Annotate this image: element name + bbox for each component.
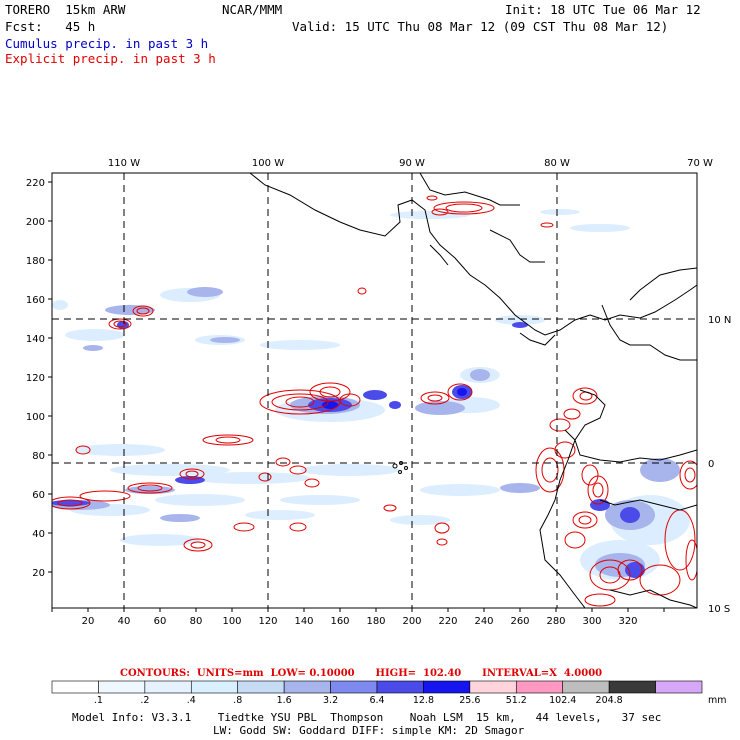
colorbar-swatch xyxy=(608,680,656,694)
colorbar-swatch xyxy=(237,680,285,694)
colorbar-label: .4 xyxy=(187,695,196,706)
contour-info: CONTOURS: UNITS=mm LOW= 0.10000 HIGH= 10… xyxy=(120,668,603,679)
x-tick-label: 80 xyxy=(190,616,203,627)
x-tick-label: 160 xyxy=(330,616,349,627)
colorbar-swatch xyxy=(98,680,146,694)
explicit-precip-contours xyxy=(52,195,697,607)
colorbar-swatch xyxy=(51,680,99,694)
x-tick-label: 300 xyxy=(582,616,601,627)
x-tick-label: 60 xyxy=(154,616,167,627)
colorbar-label: .2 xyxy=(140,695,149,706)
lon-label: 70 W xyxy=(687,158,713,169)
y-tick-label: 180 xyxy=(26,256,45,267)
model-info: Model Info: V3.3.1 Tiedtke YSU PBL Thomp… xyxy=(72,711,662,724)
colorbar-swatch xyxy=(283,680,331,694)
lat-label: 10 S xyxy=(708,604,730,615)
x-tick-label: 280 xyxy=(546,616,565,627)
forecast-hour: Fcst: 45 h xyxy=(5,19,96,34)
x-tick-label: 100 xyxy=(222,616,241,627)
org-label: NCAR/MMM xyxy=(222,2,283,17)
x-tick-label: 200 xyxy=(402,616,421,627)
init-time: Init: 18 UTC Tue 06 Mar 12 xyxy=(505,2,701,17)
y-tick-label: 60 xyxy=(32,490,45,501)
colorbar-label: 102.4 xyxy=(549,695,576,706)
colorbar-swatch xyxy=(376,680,424,694)
lon-label: 100 W xyxy=(252,158,284,169)
explicit-field-label: Explicit precip. in past 3 h xyxy=(5,51,216,66)
colorbar-label: .1 xyxy=(94,695,103,706)
lon-label: 80 W xyxy=(544,158,570,169)
lat-label: 0 xyxy=(708,459,714,470)
y-tick-label: 120 xyxy=(26,373,45,384)
x-tick-label: 140 xyxy=(294,616,313,627)
y-tick-label: 160 xyxy=(26,295,45,306)
x-tick-label: 260 xyxy=(510,616,529,627)
plot-frame xyxy=(51,172,698,609)
colorbar-label: 51.2 xyxy=(506,695,527,706)
latlon-grid xyxy=(52,173,697,608)
x-tick-label: 120 xyxy=(258,616,277,627)
x-tick-label: 320 xyxy=(618,616,637,627)
colorbar-swatch xyxy=(562,680,610,694)
colorbar-label: 25.6 xyxy=(459,695,480,706)
y-tick-label: 140 xyxy=(26,334,45,345)
colorbar-label: 12.8 xyxy=(413,695,434,706)
lat-label: 10 N xyxy=(708,315,731,326)
map-axes: 20 40 60 80 100 120 140 160 180 200 220 … xyxy=(26,158,731,627)
cumulus-field-label: Cumulus precip. in past 3 h xyxy=(5,36,209,51)
y-tick-label: 100 xyxy=(26,412,45,423)
model-title: TORERO 15km ARW xyxy=(5,2,126,17)
physics-info: LW: Godd SW: Goddard DIFF: simple KM: 2D… xyxy=(213,724,525,737)
colorbar-label: .8 xyxy=(233,695,242,706)
x-tick-label: 240 xyxy=(474,616,493,627)
y-tick-label: 40 xyxy=(32,529,45,540)
colorbar-swatch xyxy=(144,680,192,694)
colorbar-swatch xyxy=(330,680,378,694)
lon-label: 110 W xyxy=(108,158,140,169)
y-tick-label: 200 xyxy=(26,217,45,228)
colorbar-label: 6.4 xyxy=(369,695,384,706)
x-tick-label: 180 xyxy=(366,616,385,627)
colorbar-label: 1.6 xyxy=(277,695,292,706)
y-tick-label: 220 xyxy=(26,178,45,189)
colorbar-label: 204.8 xyxy=(596,695,623,706)
x-tick-label: 40 xyxy=(118,616,131,627)
colorbar-swatch xyxy=(515,680,564,694)
x-tick-label: 220 xyxy=(438,616,457,627)
x-tick-label: 20 xyxy=(82,616,95,627)
colorbar: .1 .2 .4 .8 1.6 3.2 6.4 12.8 25.6 51.2 102.4 204.8 m… xyxy=(51,680,727,706)
y-tick-label: 20 xyxy=(32,568,45,579)
y-tick-label: 80 xyxy=(32,451,45,462)
colorbar-unit: mm xyxy=(708,695,727,706)
colorbar-swatch xyxy=(469,680,517,694)
lon-label: 90 W xyxy=(399,158,425,169)
colorbar-swatch xyxy=(655,680,703,694)
colorbar-swatch xyxy=(190,680,239,694)
colorbar-swatch xyxy=(423,680,471,694)
colorbar-label: 3.2 xyxy=(323,695,338,706)
valid-time: Valid: 15 UTC Thu 08 Mar 12 (09 CST Thu … xyxy=(292,19,669,34)
